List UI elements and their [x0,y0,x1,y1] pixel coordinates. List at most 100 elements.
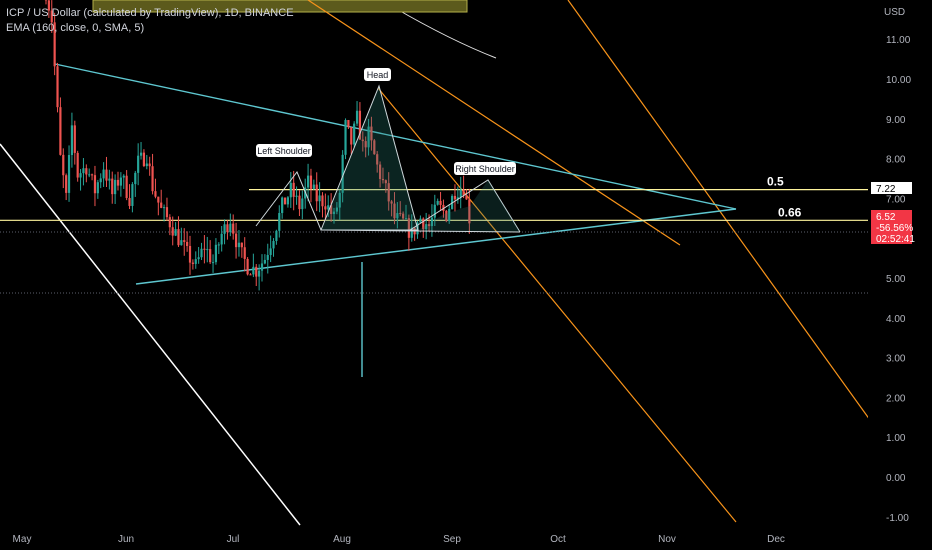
y-tick-label: 4.00 [886,314,906,325]
candle-body [122,175,125,178]
head-label-bg [364,68,391,81]
triangle-upper-line [54,63,737,210]
candle-body [59,107,62,155]
right-shoulder-label-bg [454,162,516,175]
candle-body [298,195,301,210]
candle-body [462,189,465,196]
left-shoulder-label-bg [256,144,312,157]
candle-body [370,126,373,141]
candle-body [407,218,410,238]
candle-body [425,224,428,230]
candle-body [335,207,338,212]
badge-last-price: 6.52 [876,212,896,223]
left-shoulder-shape [255,171,322,231]
candle-body [200,248,203,258]
candle-body [240,242,243,248]
candle-body [131,184,134,206]
candle-body [442,204,445,211]
y-tick-label: 5.00 [886,274,906,285]
candle-body [378,164,382,179]
candle-body [281,197,284,214]
candle-body [180,240,183,246]
candle-body [85,168,88,175]
candle-body [327,205,330,210]
candle-body [53,22,56,67]
candle-body [65,175,68,193]
candle-body [306,175,310,188]
candle-body [82,168,85,174]
x-tick-label: Nov [658,534,676,545]
candle-body [93,175,97,194]
candle-body [116,179,120,186]
candle-body [396,213,399,219]
candle-body [330,205,333,215]
candle-body [220,233,223,245]
candle-body [384,180,387,184]
candle-body [88,174,91,176]
y-tick-label: 9.00 [886,115,906,126]
candle-body [350,127,353,145]
candle-body [96,182,99,194]
candle-body [266,254,269,260]
candle-body [197,257,200,260]
candle-body [456,197,459,200]
candle-body [468,199,471,224]
y-tick-label: 3.00 [886,354,906,365]
head-label: Head [367,70,389,80]
candle-body [272,240,275,249]
candle-body [234,233,238,248]
indicator-legend[interactable]: EMA (160, close, 0, SMA, 5) [6,22,145,34]
candle-body [436,200,439,205]
candle-body [157,196,160,203]
ema-line [394,7,497,59]
symbol-legend[interactable]: ICP / US Dollar (calculated by TradingVi… [6,7,294,19]
fib-label-0.5: 0.5 [767,175,784,189]
candle-body [145,163,148,167]
y-tick-label: 8.00 [886,155,906,166]
candle-body [347,120,350,128]
right-shoulder-label: Right Shoulder [455,164,515,174]
fib-label-0.66: 0.66 [778,205,802,219]
candle-body [381,178,385,181]
candle-body [278,213,281,231]
candle-body [402,213,405,219]
candle-body [151,166,154,192]
candle-body [142,152,146,167]
candle-body [404,218,408,220]
candle-body [355,110,359,124]
candle-body [410,227,413,238]
candle-body [79,173,82,178]
candle-body [433,204,436,218]
candle-body [422,218,425,230]
triangle-lower-line [135,208,737,285]
candle-body [341,154,344,193]
candle-body [353,123,356,145]
candle-body [439,200,442,205]
candle-body [312,184,315,189]
candle-body [162,207,166,209]
white-trendline [0,143,301,526]
candle-body [301,198,304,210]
candle-body [90,174,94,176]
candle-body [165,207,169,218]
candle-body [246,258,249,275]
candle-body [99,178,102,183]
candle-body [76,152,79,178]
badge-countdown: 02:52:41 [876,234,915,245]
pattern-overlay: Left Shoulder Head Right Shoulder [255,68,521,233]
y-tick-label: 11.00 [886,35,911,46]
trendlines: 0.5 0.66 [0,0,871,526]
candle-body [390,201,393,204]
candle-body [102,169,105,179]
badge-countdown-bg [871,232,912,244]
candle-body [177,229,180,246]
candle-body [128,198,131,206]
candle-body [209,249,212,263]
candle-body [258,270,261,277]
candle-body [154,191,157,197]
candle-body [194,259,197,264]
candle-body [50,10,53,23]
candle-body [73,125,76,153]
